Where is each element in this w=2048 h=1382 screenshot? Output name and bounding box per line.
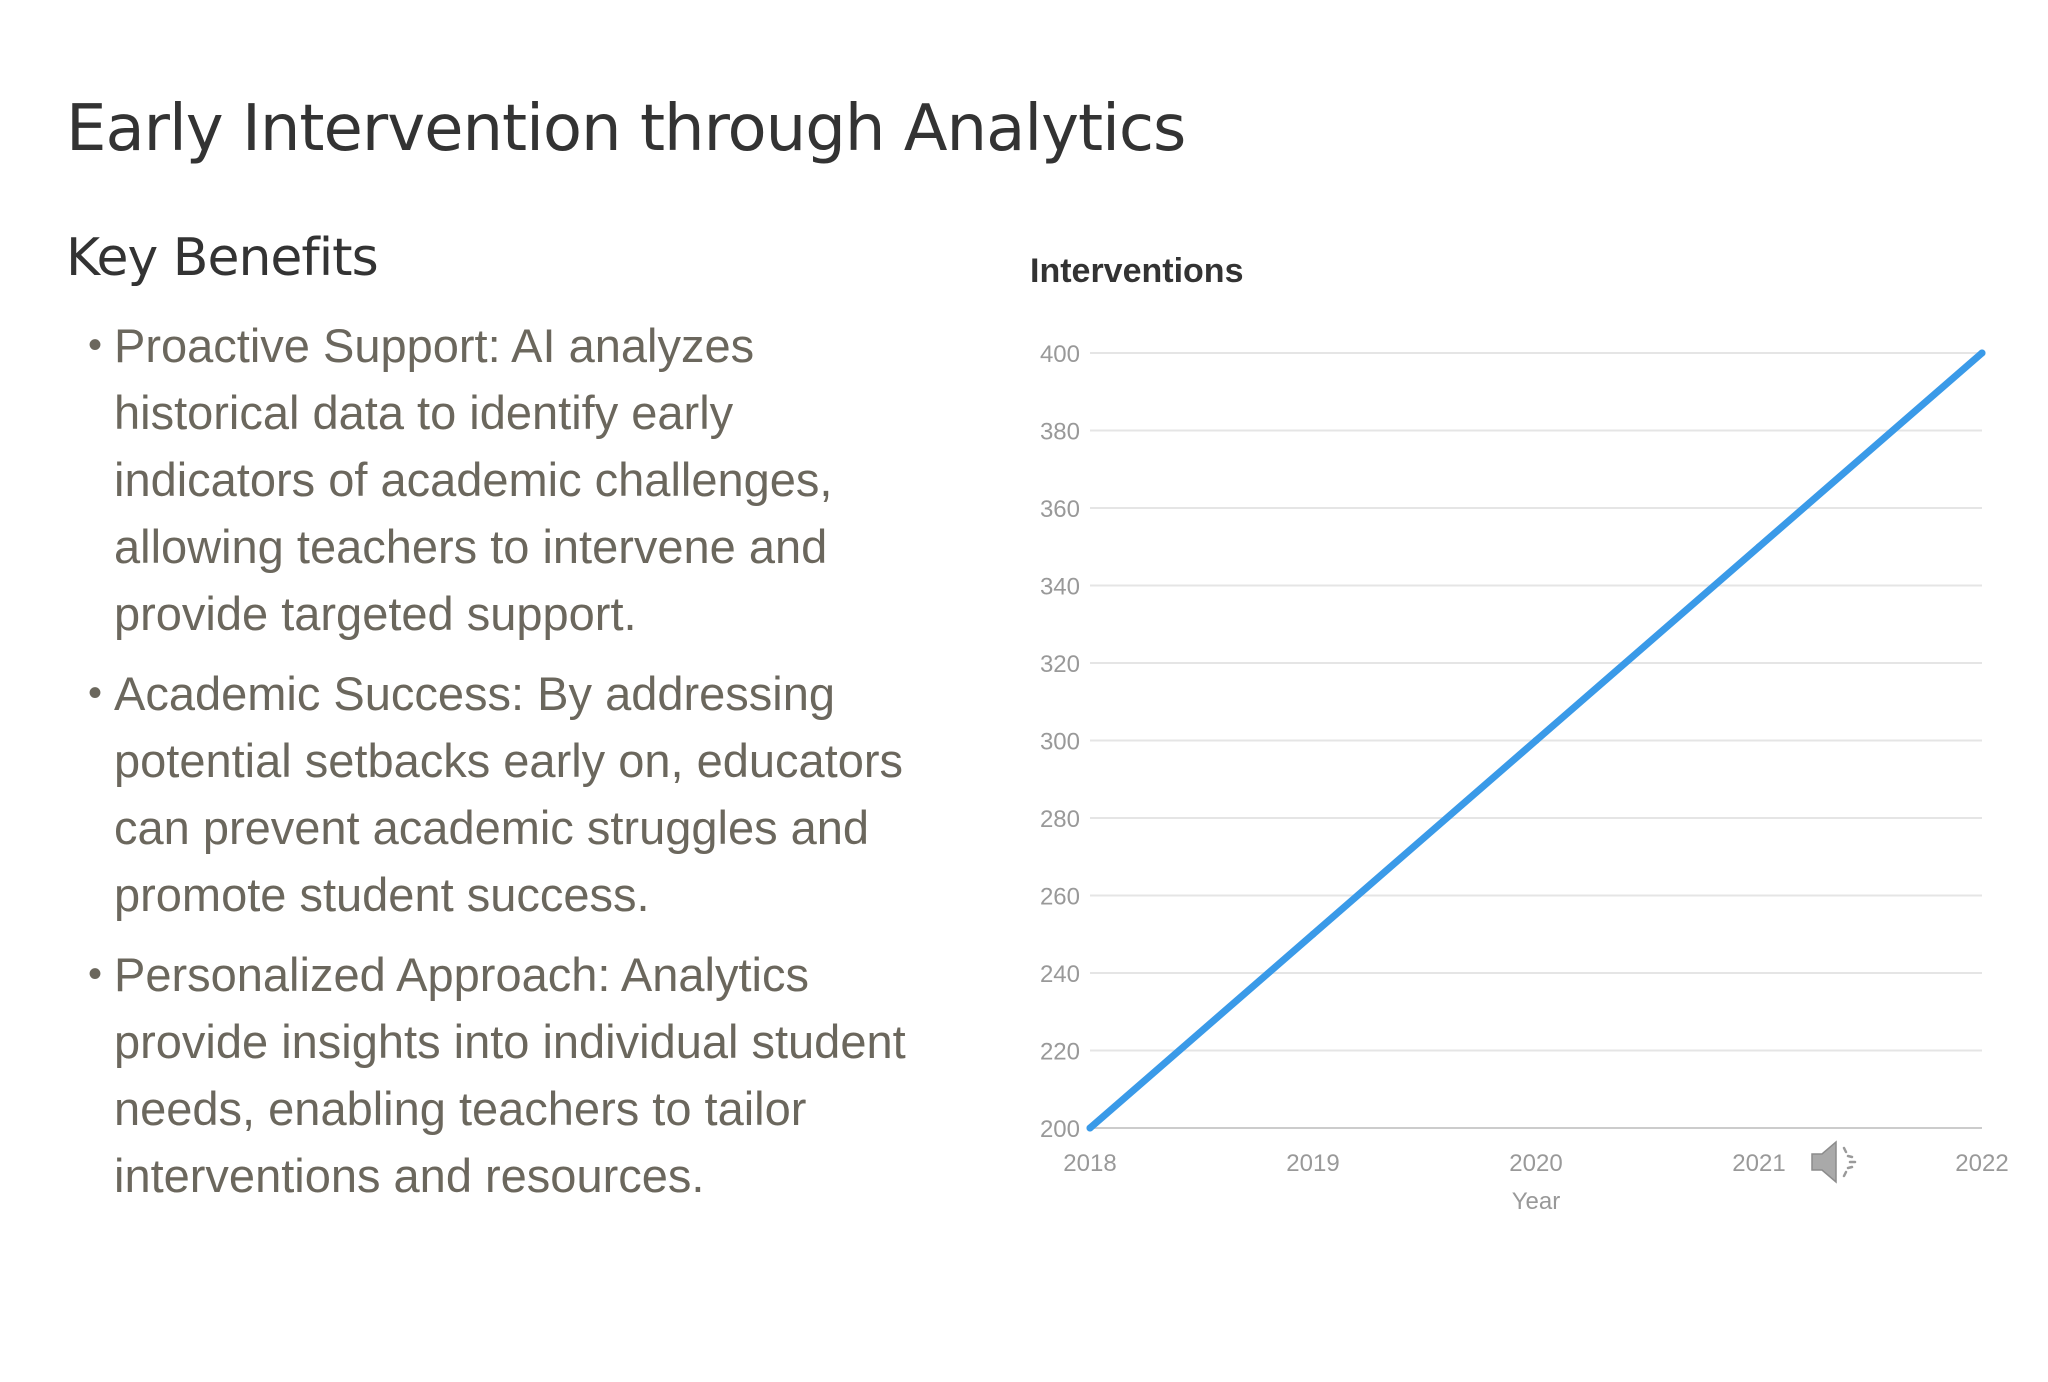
x-tick-label: 2022 [1955, 1150, 2008, 1177]
benefit-text: Personalized Approach: Analytics provide… [114, 948, 906, 1202]
y-tick-label: 320 [1040, 651, 1080, 678]
y-tick-label: 360 [1040, 496, 1080, 523]
y-tick-label: 200 [1040, 1116, 1080, 1143]
y-tick-label: 380 [1040, 419, 1080, 446]
chart-title: Interventions [1030, 252, 1243, 290]
y-tick-label: 220 [1040, 1039, 1080, 1066]
data-point [1309, 930, 1317, 938]
x-tick-label: 2018 [1063, 1150, 1116, 1177]
chart-canvas: Interventions 200 220 240 260 280 300 320 340 360… [1030, 252, 2009, 1215]
benefit-text: Academic Success: By addressing potentia… [114, 667, 904, 921]
y-tick-label: 260 [1040, 884, 1080, 911]
benefit-item-academic-success: • Academic Success: By addressing potent… [84, 660, 924, 928]
benefit-text: Proactive Support: AI analyzes historica… [114, 319, 833, 640]
x-axis-title: Year [1512, 1188, 1561, 1215]
x-tick-label: 2021 [1732, 1150, 1785, 1177]
bullet: • [88, 323, 103, 367]
y-tick-label: 340 [1040, 574, 1080, 601]
y-tick-label: 280 [1040, 806, 1080, 833]
data-point [1978, 349, 1986, 357]
y-tick-label: 400 [1040, 341, 1080, 368]
benefit-item-personalized-approach: • Personalized Approach: Analytics provi… [84, 941, 924, 1209]
x-tick-label: 2020 [1509, 1150, 1562, 1177]
speaker-icon[interactable] [1808, 1136, 1864, 1188]
bullet: • [88, 671, 103, 715]
y-tick-label: 300 [1040, 729, 1080, 756]
benefit-list: • Proactive Support: AI analyzes histori… [84, 312, 924, 1222]
data-point [1532, 737, 1540, 744]
x-tick-label: 2019 [1286, 1150, 1339, 1177]
bullet: • [88, 952, 103, 996]
data-point [1086, 1124, 1094, 1132]
benefit-item-proactive-support: • Proactive Support: AI analyzes histori… [84, 312, 924, 647]
y-tick-label: 240 [1040, 961, 1080, 988]
section-heading: Key Benefits [66, 228, 379, 288]
slide-title: Early Intervention through Analytics [66, 92, 1186, 166]
speaker-glyph [1811, 1140, 1857, 1184]
data-point [1755, 543, 1763, 551]
interventions-chart: Interventions 200 220 240 260 280 300 320 340 360… [1000, 240, 2040, 1240]
